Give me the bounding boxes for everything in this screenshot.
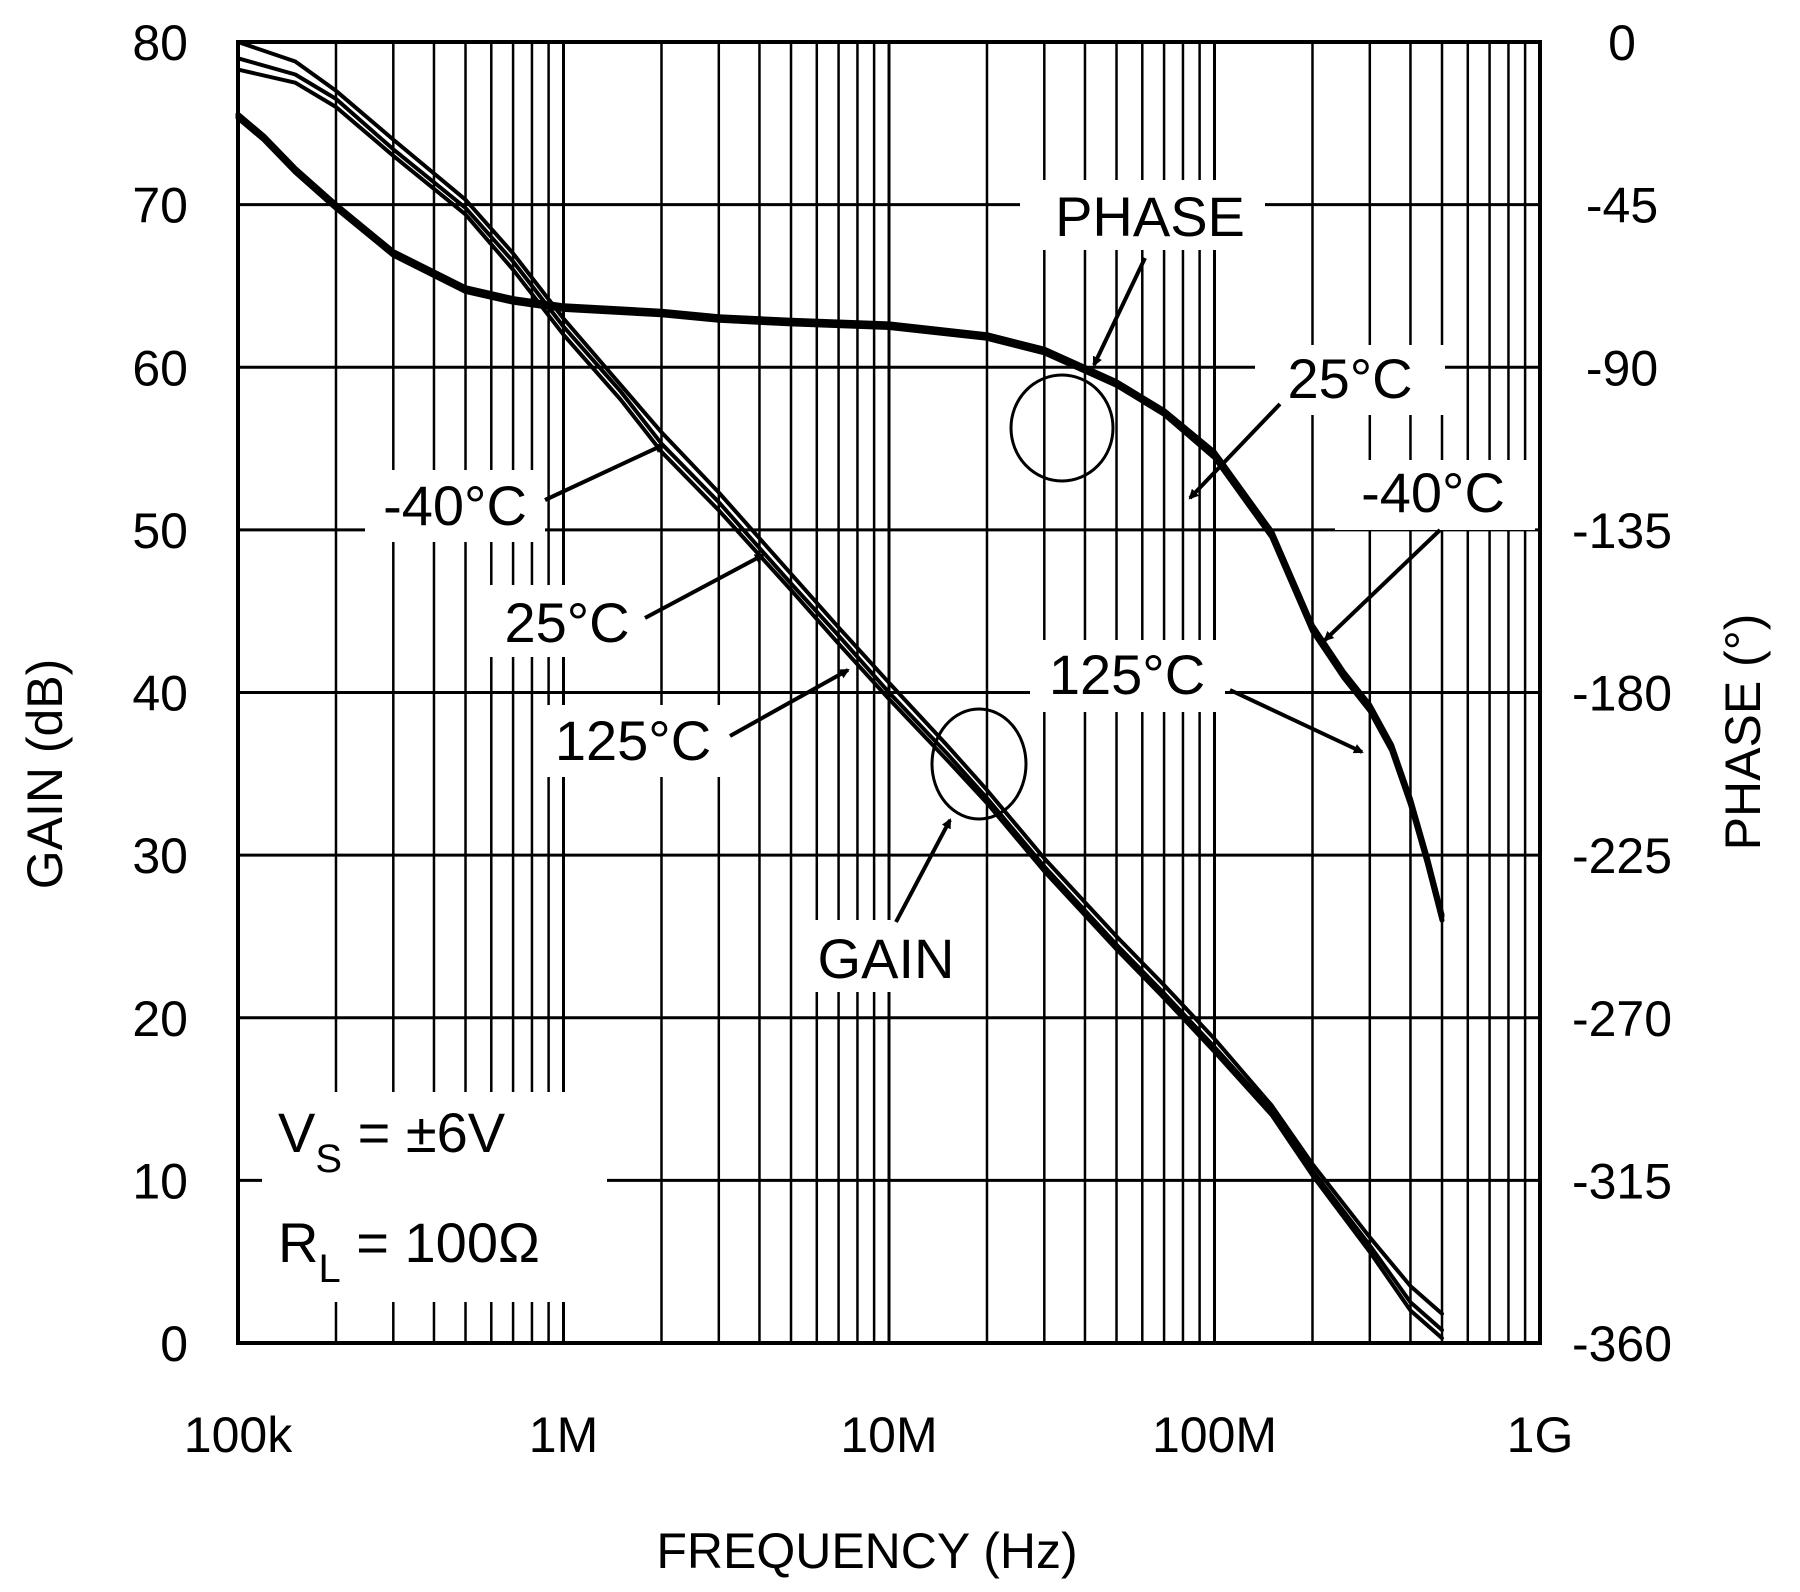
y-tick-label: 70 (132, 178, 188, 234)
arrow-gain-125 (729, 668, 850, 738)
annotation-phase: PHASE (1055, 185, 1245, 248)
y2-tick-label: -315 (1572, 1153, 1672, 1209)
annotation-gain-minus40: -40°C (383, 474, 527, 537)
x-axis-title: FREQUENCY (Hz) (656, 1523, 1077, 1579)
y-tick-label: 60 (132, 340, 188, 396)
arrow-phase-25 (1188, 402, 1282, 500)
annotation-phase-125: 125°C (1049, 643, 1205, 706)
y-tick-label: 40 (132, 666, 188, 722)
series-layer (235, 40, 1445, 1341)
y2-axis-title: PHASE (°) (1715, 614, 1771, 851)
tick-labels: 100k 1M 10M 100M 1G 0 10 20 30 40 50 60 70 80 0 -45 -90 -… (132, 15, 1672, 1463)
condition-vs-rest: = ±6V (342, 1101, 506, 1164)
plot-frame (236, 40, 1542, 1345)
y2-tick-label: -45 (1586, 178, 1658, 234)
y-axis-title: GAIN (dB) (17, 659, 73, 890)
x-tick-label: 10M (840, 1407, 937, 1463)
phase-group-ellipse (1009, 373, 1115, 483)
y2-tick-label: 0 (1608, 15, 1636, 71)
arrow-gain (894, 818, 952, 923)
arrow-phase (1092, 257, 1147, 367)
arrow-gain-minus40 (544, 443, 665, 502)
y2-tick-label: -270 (1572, 991, 1672, 1047)
series-line-gain-125c (236, 67, 1444, 1341)
series-line-gain-40c (236, 40, 1444, 1316)
y-tick-label: 50 (132, 503, 188, 559)
condition-rl-main: R (278, 1211, 318, 1274)
annotation-gain-25: 25°C (504, 591, 629, 654)
gain-group-ellipse (930, 707, 1028, 821)
label-knockouts (262, 180, 1535, 1302)
x-tick-label: 1M (529, 1407, 598, 1463)
condition-vs-sub: S (315, 1137, 342, 1181)
annotation-gain-125: 125°C (555, 709, 711, 772)
y2-tick-label: -90 (1586, 340, 1658, 396)
y-tick-label: 20 (132, 991, 188, 1047)
series-line-gain-25c (236, 56, 1444, 1332)
y2-tick-label: -135 (1572, 503, 1672, 559)
y2-tick-label: -225 (1572, 828, 1672, 884)
annotation-gain: GAIN (818, 927, 955, 990)
x-tick-label: 100k (184, 1407, 293, 1463)
arrow-phase-minus40 (1323, 528, 1442, 642)
arrow-phase-125 (1229, 688, 1364, 754)
y2-tick-label: -360 (1572, 1316, 1672, 1372)
y-tick-label: 30 (132, 828, 188, 884)
condition-vs-main: V (278, 1101, 316, 1164)
condition-vs: VS = ±6V (278, 1101, 506, 1181)
annotation-phase-25: 25°C (1287, 347, 1412, 410)
arrow-gain-25 (644, 553, 765, 620)
condition-rl: RL = 100Ω (278, 1211, 540, 1291)
y-tick-label: 10 (132, 1153, 188, 1209)
x-tick-label: 100M (1152, 1407, 1277, 1463)
condition-rl-sub: L (318, 1247, 340, 1291)
condition-rl-rest: = 100Ω (341, 1211, 540, 1274)
y-tick-label: 0 (160, 1316, 188, 1372)
annotation-phase-minus40: -40°C (1361, 461, 1505, 524)
x-tick-label: 1G (1507, 1407, 1574, 1463)
y-tick-label: 80 (132, 15, 188, 71)
y2-tick-label: -180 (1572, 666, 1672, 722)
series-line-phase-125c (235, 111, 1445, 918)
